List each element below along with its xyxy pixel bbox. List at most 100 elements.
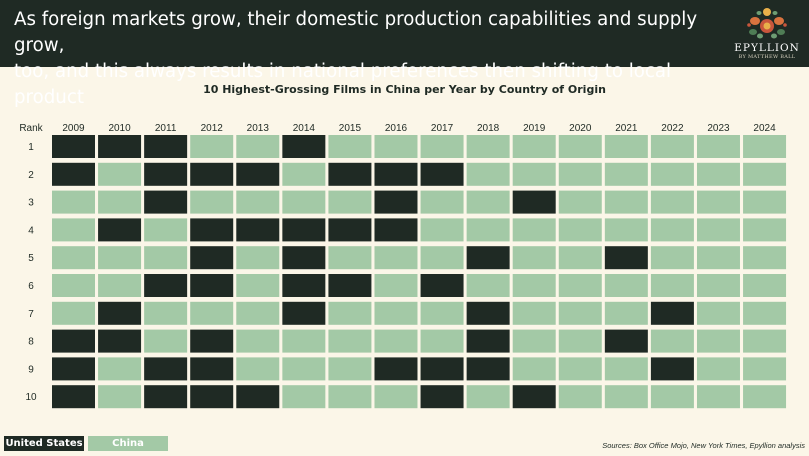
cell-2009-rank-4: [52, 218, 95, 242]
cell-2019-rank-10: [512, 385, 556, 409]
cell-2011-rank-6: [144, 274, 188, 297]
cell-2019-rank-6: [512, 274, 556, 297]
cell-2018-rank-9: [466, 357, 510, 381]
cell-2011-rank-2: [144, 162, 188, 186]
cell-2017-rank-9: [420, 357, 464, 381]
year-label-2010: 2010: [108, 123, 131, 134]
sources-note: Sources: Box Office Mojo, New York Times…: [602, 441, 805, 450]
cell-2021-rank-10: [604, 385, 648, 409]
cell-2021-rank-4: [604, 218, 648, 242]
cell-2010-rank-5: [98, 246, 142, 270]
rank-label-2: 2: [28, 170, 34, 181]
cell-2015-rank-1: [328, 135, 372, 158]
cell-2024-rank-1: [743, 135, 787, 158]
cell-2011-rank-10: [144, 385, 188, 409]
cell-2022-rank-4: [650, 218, 694, 242]
cell-2020-rank-3: [558, 190, 602, 214]
rank-label-6: 6: [28, 281, 34, 292]
cell-2012-rank-4: [190, 218, 234, 242]
cell-2018-rank-2: [466, 162, 510, 186]
cell-2014-rank-3: [282, 190, 326, 214]
cell-2021-rank-1: [604, 135, 648, 158]
cell-2013-rank-7: [236, 301, 280, 325]
cell-2014-rank-9: [282, 357, 326, 381]
cell-2009-rank-1: [52, 135, 95, 158]
cell-2009-rank-2: [52, 162, 95, 186]
cell-2020-rank-10: [558, 385, 602, 409]
cell-2021-rank-3: [604, 190, 648, 214]
epyllion-logo: EPYLLION BY MATTHEW BALL: [730, 4, 804, 66]
cell-2011-rank-1: [144, 135, 188, 158]
cell-2009-rank-3: [52, 190, 95, 214]
cell-2021-rank-8: [604, 329, 648, 353]
rank-label-8: 8: [28, 337, 34, 348]
cell-2023-rank-7: [696, 301, 740, 325]
cell-2013-rank-3: [236, 190, 280, 214]
cell-2016-rank-10: [374, 385, 418, 409]
cell-2022-rank-3: [650, 190, 694, 214]
cell-2018-rank-7: [466, 301, 510, 325]
cell-2009-rank-5: [52, 246, 95, 270]
cell-2018-rank-3: [466, 190, 510, 214]
cell-2022-rank-8: [650, 329, 694, 353]
cell-2017-rank-7: [420, 301, 464, 325]
cell-2016-rank-2: [374, 162, 418, 186]
cell-2022-rank-2: [650, 162, 694, 186]
cell-2009-rank-7: [52, 301, 95, 325]
cell-2021-rank-6: [604, 274, 648, 297]
cell-2019-rank-7: [512, 301, 556, 325]
cell-2014-rank-1: [282, 135, 326, 158]
cell-2012-rank-7: [190, 301, 234, 325]
cell-2016-rank-1: [374, 135, 418, 158]
cell-2016-rank-4: [374, 218, 418, 242]
chart-title: 10 Highest-Grossing Films in China per Y…: [203, 83, 606, 96]
cell-2021-rank-2: [604, 162, 648, 186]
cell-2014-rank-5: [282, 246, 326, 270]
year-label-2009: 2009: [62, 123, 85, 134]
header-bar: As foreign markets grow, their domestic …: [0, 0, 809, 108]
cell-2011-rank-5: [144, 246, 188, 270]
cell-2019-rank-8: [512, 329, 556, 353]
cell-2012-rank-6: [190, 274, 234, 297]
rank-axis-label: Rank: [19, 123, 43, 134]
cell-2018-rank-4: [466, 218, 510, 242]
cell-2024-rank-9: [743, 357, 787, 381]
cell-2019-rank-5: [512, 246, 556, 270]
cell-2023-rank-4: [696, 218, 740, 242]
cell-2019-rank-1: [512, 135, 556, 158]
cell-2023-rank-8: [696, 329, 740, 353]
cell-2019-rank-2: [512, 162, 556, 186]
rank-label-1: 1: [28, 142, 34, 153]
cell-2009-rank-10: [52, 385, 95, 409]
year-label-2011: 2011: [155, 123, 177, 134]
cell-2021-rank-5: [604, 246, 648, 270]
rank-label-10: 10: [25, 392, 37, 403]
cell-2010-rank-3: [98, 190, 142, 214]
cell-2024-rank-7: [743, 301, 787, 325]
rank-label-3: 3: [28, 198, 34, 209]
cell-2021-rank-7: [604, 301, 648, 325]
logo-byline: BY MATTHEW BALL: [738, 54, 796, 60]
cell-2009-rank-6: [52, 274, 95, 297]
cell-2020-rank-5: [558, 246, 602, 270]
cell-2010-rank-4: [98, 218, 142, 242]
year-label-2023: 2023: [707, 123, 730, 134]
cell-2024-rank-10: [743, 385, 787, 409]
cell-2018-rank-5: [466, 246, 510, 270]
legend-china: China: [88, 436, 168, 451]
cell-2009-rank-9: [52, 357, 95, 381]
cell-2018-rank-8: [466, 329, 510, 353]
cell-2023-rank-3: [696, 190, 740, 214]
cell-2011-rank-8: [144, 329, 188, 353]
cell-2022-rank-7: [650, 301, 694, 325]
year-label-2012: 2012: [201, 123, 224, 134]
cell-2013-rank-8: [236, 329, 280, 353]
cell-2021-rank-9: [604, 357, 648, 381]
legend-united-states: United States: [4, 436, 84, 451]
year-label-2015: 2015: [339, 123, 362, 134]
cell-2019-rank-3: [512, 190, 556, 214]
cell-2009-rank-8: [52, 329, 95, 353]
cell-2019-rank-4: [512, 218, 556, 242]
cell-2020-rank-6: [558, 274, 602, 297]
cell-2014-rank-4: [282, 218, 326, 242]
